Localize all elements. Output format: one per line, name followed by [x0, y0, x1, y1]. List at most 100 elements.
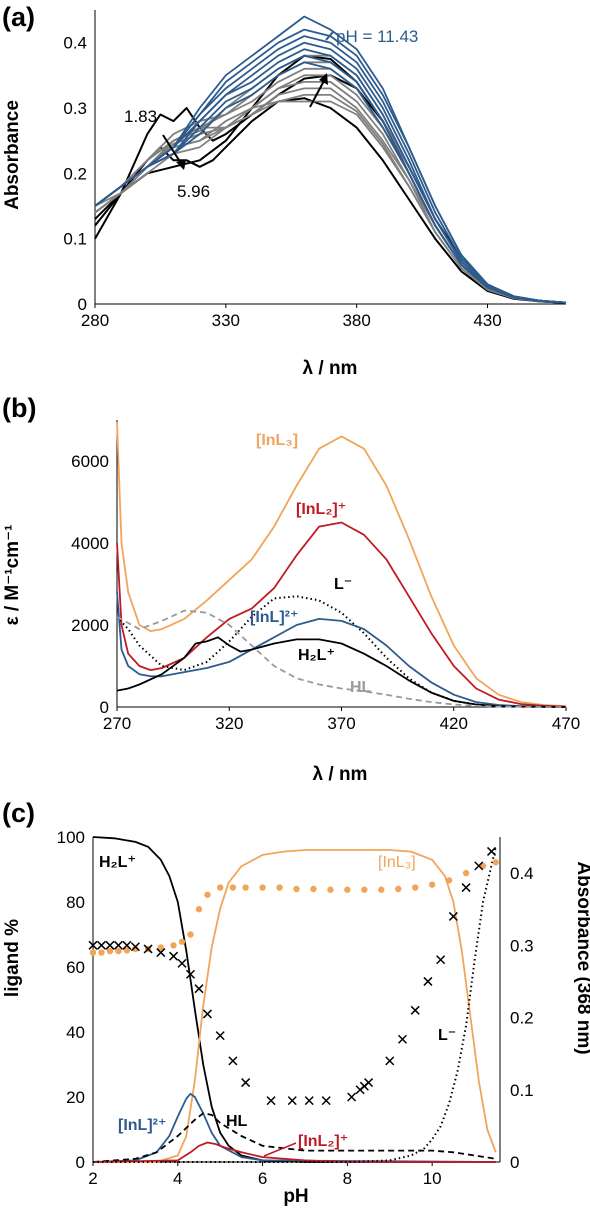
y2-tick-label: 0.4	[510, 864, 534, 883]
label-c-inl2: [InL₂]⁺	[298, 1133, 348, 1150]
y2-tick-label: 0.2	[510, 1009, 534, 1028]
x-tick-label: 320	[215, 714, 243, 733]
marker-point	[462, 869, 470, 877]
label-inl: [InL]²⁺	[250, 609, 298, 626]
marker-point	[378, 886, 385, 893]
series-line	[94, 67, 567, 304]
panel-a: (a) Absorbance λ / nm 280 330 380 430 0 0.1 0.…	[2, 2, 567, 379]
marker-cross	[410, 1005, 420, 1015]
panel-c-y2label: Absorbance (368 nm)	[573, 861, 590, 1054]
marker-point	[492, 859, 499, 866]
marker-cross	[156, 948, 166, 958]
arrow-increase-blue	[325, 31, 334, 41]
series-line	[116, 595, 567, 708]
y-tick-label: 0	[100, 698, 109, 717]
marker-point	[89, 949, 97, 956]
marker-cross	[423, 976, 433, 986]
x-tick-label: 420	[440, 714, 468, 733]
series-line	[94, 54, 567, 304]
panel-c: (c) ligand % Absorbance (368 nm) pH 2 4 6 8…	[2, 798, 590, 1207]
marker-point	[123, 947, 131, 954]
marker-cross	[202, 1009, 212, 1019]
series-line	[94, 100, 567, 304]
marker-cross	[88, 940, 98, 950]
label-c-h2l: H₂L⁺	[99, 854, 136, 871]
marker-cross	[347, 1092, 357, 1102]
y-tick-label: 0.1	[63, 230, 87, 249]
x-tick-label: 2	[88, 1169, 97, 1188]
y-tick-label: 0	[76, 1153, 85, 1172]
marker-point	[327, 886, 334, 893]
marker-point	[412, 884, 419, 891]
series-line	[116, 592, 567, 708]
marker-cross	[321, 1096, 331, 1106]
marker-point	[106, 947, 114, 955]
x-tick-label: 4	[173, 1169, 182, 1188]
x-tick-label: 10	[423, 1169, 442, 1188]
y-tick-label: 40	[66, 1023, 85, 1042]
y2-tick-label: 0.1	[510, 1081, 534, 1100]
marker-point	[344, 886, 351, 893]
series-line	[92, 1141, 496, 1163]
marker-cross	[287, 1096, 297, 1106]
marker-cross	[304, 1096, 314, 1106]
marker-cross	[185, 969, 196, 979]
x-tick-label: 430	[473, 311, 501, 330]
marker-cross	[266, 1096, 276, 1106]
marker-cross	[436, 955, 446, 965]
marker-point	[242, 884, 249, 891]
label-c-lminus: L⁻	[438, 1027, 456, 1044]
series-line	[94, 54, 567, 304]
x-tick-label: 380	[342, 311, 370, 330]
annotation-end-ph: pH = 11.43	[336, 27, 418, 46]
series-line	[94, 87, 567, 304]
panel-b-xlabel: λ / nm	[313, 764, 368, 785]
arrow-head-2	[319, 73, 328, 85]
y-tick-label: 100	[57, 828, 85, 847]
y-tick-label: 20	[66, 1088, 85, 1107]
marker-point	[428, 881, 436, 888]
marker-cross	[96, 940, 107, 950]
x-tick-label: 330	[212, 311, 240, 330]
marker-point	[361, 886, 368, 893]
marker-cross	[385, 1056, 395, 1066]
marker-cross	[228, 1056, 238, 1066]
marker-cross	[448, 911, 458, 921]
marker-point	[216, 884, 224, 891]
x-tick-label: 8	[343, 1169, 352, 1188]
x-tick-label: 270	[103, 714, 131, 733]
series-line	[116, 422, 567, 708]
marker-point	[115, 947, 122, 955]
series-line	[92, 1092, 496, 1163]
marker-point	[98, 949, 105, 956]
y-tick-label: 2000	[71, 616, 109, 635]
panel-c-xlabel: pH	[283, 1186, 308, 1207]
label-inl3: [InL₃]	[256, 432, 298, 449]
annotation-start-ph: 1.83	[124, 107, 157, 126]
series-line	[94, 48, 567, 304]
y-tick-label: 0	[78, 295, 87, 314]
series-line	[94, 28, 567, 304]
y-tick-label: 0.3	[63, 99, 87, 118]
marker-cross	[122, 940, 132, 950]
series-line	[94, 97, 567, 304]
annotation-mid-ph: 5.96	[177, 182, 210, 201]
panel-b-label: (b)	[2, 393, 36, 423]
marker-point	[195, 906, 203, 913]
series-line	[94, 61, 567, 304]
marker-cross	[105, 940, 115, 950]
arrow-head-1	[176, 160, 186, 170]
label-lminus: L⁻	[334, 576, 352, 593]
series-line	[93, 849, 497, 1163]
marker-point	[276, 884, 283, 891]
x-tick-label: 470	[552, 714, 580, 733]
series-line	[94, 94, 567, 304]
series-line	[94, 15, 567, 304]
x-tick-label: 280	[81, 311, 109, 330]
series-line	[116, 636, 567, 708]
label-h2l: H₂L⁺	[298, 647, 335, 664]
marker-point	[310, 885, 317, 893]
panel-b: (b) ε / M⁻¹cm⁻¹ λ / nm 270 320 370 420 470 0 2…	[2, 393, 580, 785]
label-hl: HL	[350, 679, 372, 696]
marker-cross	[397, 1034, 408, 1044]
